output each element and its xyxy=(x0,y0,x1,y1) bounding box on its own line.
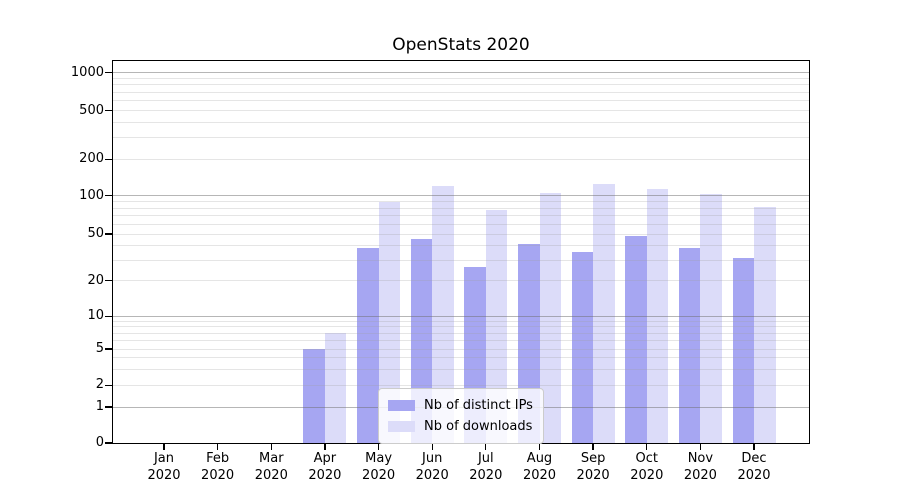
minor-gridline-40 xyxy=(113,244,809,246)
minor-gridline-3 xyxy=(113,368,809,370)
x-tick-label-sep: Sep 2020 xyxy=(576,451,610,483)
legend-label-distinct-ips: Nb of distinct IPs xyxy=(424,398,533,413)
minor-gridline-2 xyxy=(113,384,809,386)
x-tick-label-may: May 2020 xyxy=(362,451,396,483)
bar-distinct-ips-oct xyxy=(625,236,647,443)
y-tick-100 xyxy=(105,195,112,197)
minor-gridline-8 xyxy=(113,326,809,328)
y-tick-2 xyxy=(105,384,112,386)
legend-item-downloads: Nb of downloads xyxy=(388,416,533,437)
bar-downloads-nov xyxy=(700,193,722,443)
x-tick-label-mar: Mar 2020 xyxy=(254,451,288,483)
x-tick-jul xyxy=(485,444,487,450)
x-tick-label-jul: Jul 2020 xyxy=(469,451,503,483)
y-tick-10 xyxy=(105,315,112,317)
y-tick-label-100: 100 xyxy=(79,187,104,203)
minor-gridline-30 xyxy=(113,259,809,261)
minor-gridline-20 xyxy=(113,280,809,282)
minor-gridline-5 xyxy=(113,348,809,350)
legend: Nb of distinct IPs Nb of downloads xyxy=(378,388,544,444)
minor-gridline-70 xyxy=(113,215,809,216)
x-tick-feb xyxy=(216,444,219,450)
minor-gridline-600 xyxy=(113,100,809,102)
y-tick-label-20: 20 xyxy=(87,272,104,288)
minor-gridline-50 xyxy=(113,233,809,235)
bar-downloads-sep xyxy=(593,183,615,443)
y-tick-50 xyxy=(105,233,112,235)
x-tick-nov xyxy=(699,444,702,450)
y-tick-1 xyxy=(105,406,112,408)
major-gridline-100 xyxy=(113,195,809,197)
y-tick-200 xyxy=(105,158,112,160)
minor-gridline-900 xyxy=(113,77,809,79)
x-tick-label-oct: Oct 2020 xyxy=(630,451,664,483)
minor-gridline-90 xyxy=(113,201,809,203)
x-tick-label-apr: Apr 2020 xyxy=(308,451,342,483)
y-tick-label-1000: 1000 xyxy=(70,64,104,80)
y-tick-label-2: 2 xyxy=(95,377,104,393)
bar-distinct-ips-apr xyxy=(303,349,325,443)
y-tick-5 xyxy=(105,348,112,350)
x-tick-jun xyxy=(431,444,433,450)
y-tick-label-50: 50 xyxy=(87,226,104,241)
y-tick-20 xyxy=(105,279,112,282)
minor-gridline-300 xyxy=(113,137,809,139)
x-tick-label-aug: Aug 2020 xyxy=(522,451,557,483)
minor-gridline-400 xyxy=(113,122,809,123)
minor-gridline-60 xyxy=(113,223,809,225)
x-tick-oct xyxy=(646,444,648,450)
minor-gridline-800 xyxy=(113,84,809,86)
x-tick-label-nov: Nov 2020 xyxy=(683,451,717,483)
x-tick-label-feb: Feb 2020 xyxy=(201,451,235,483)
minor-gridline-500 xyxy=(113,110,809,112)
y-tick-label-5: 5 xyxy=(95,341,104,356)
minor-gridline-700 xyxy=(113,91,809,93)
x-tick-label-jan: Jan 2020 xyxy=(147,451,181,483)
y-tick-label-1: 1 xyxy=(95,399,104,415)
bar-downloads-jul xyxy=(485,210,508,443)
x-tick-label-jun: Jun 2020 xyxy=(415,451,449,483)
x-tick-jan xyxy=(163,444,165,450)
y-tick-label-200: 200 xyxy=(79,151,104,167)
y-tick-label-10: 10 xyxy=(87,308,104,324)
minor-gridline-200 xyxy=(113,158,809,160)
y-tick-label-0: 0 xyxy=(95,435,104,450)
bar-distinct-ips-nov xyxy=(678,248,701,443)
bar-downloads-aug xyxy=(539,193,561,443)
major-gridline-1000 xyxy=(113,72,809,73)
bar-downloads-jun xyxy=(432,186,454,443)
bar-downloads-may xyxy=(378,201,401,443)
minor-gridline-9 xyxy=(113,320,809,322)
x-tick-apr xyxy=(324,444,326,450)
x-tick-dec xyxy=(753,444,755,450)
bar-distinct-ips-may xyxy=(357,248,379,443)
plot-area: Nb of distinct IPs Nb of downloads xyxy=(112,60,810,444)
legend-label-downloads: Nb of downloads xyxy=(424,419,533,434)
y-tick-500 xyxy=(105,110,112,112)
plot-inner xyxy=(113,61,809,443)
minor-gridline-6 xyxy=(113,339,809,341)
bar-distinct-ips-dec xyxy=(732,258,754,443)
legend-swatch-distinct-ips xyxy=(388,400,415,411)
legend-item-distinct-ips: Nb of distinct IPs xyxy=(388,395,533,416)
minor-gridline-80 xyxy=(113,207,809,209)
x-tick-mar xyxy=(270,444,272,450)
x-tick-sep xyxy=(592,444,594,450)
y-tick-1000 xyxy=(105,71,112,74)
minor-gridline-4 xyxy=(113,357,809,359)
legend-swatch-downloads xyxy=(388,421,415,432)
bar-distinct-ips-sep xyxy=(571,252,594,443)
bar-downloads-apr xyxy=(324,333,347,443)
bar-downloads-dec xyxy=(754,206,776,443)
x-tick-aug xyxy=(538,444,541,450)
x-tick-label-dec: Dec 2020 xyxy=(737,451,771,483)
y-tick-label-500: 500 xyxy=(79,102,104,118)
y-tick-0 xyxy=(105,442,112,444)
minor-gridline-7 xyxy=(113,332,809,334)
major-gridline-10 xyxy=(113,315,809,317)
chart-title: OpenStats 2020 xyxy=(392,35,530,55)
x-tick-may xyxy=(377,444,380,450)
